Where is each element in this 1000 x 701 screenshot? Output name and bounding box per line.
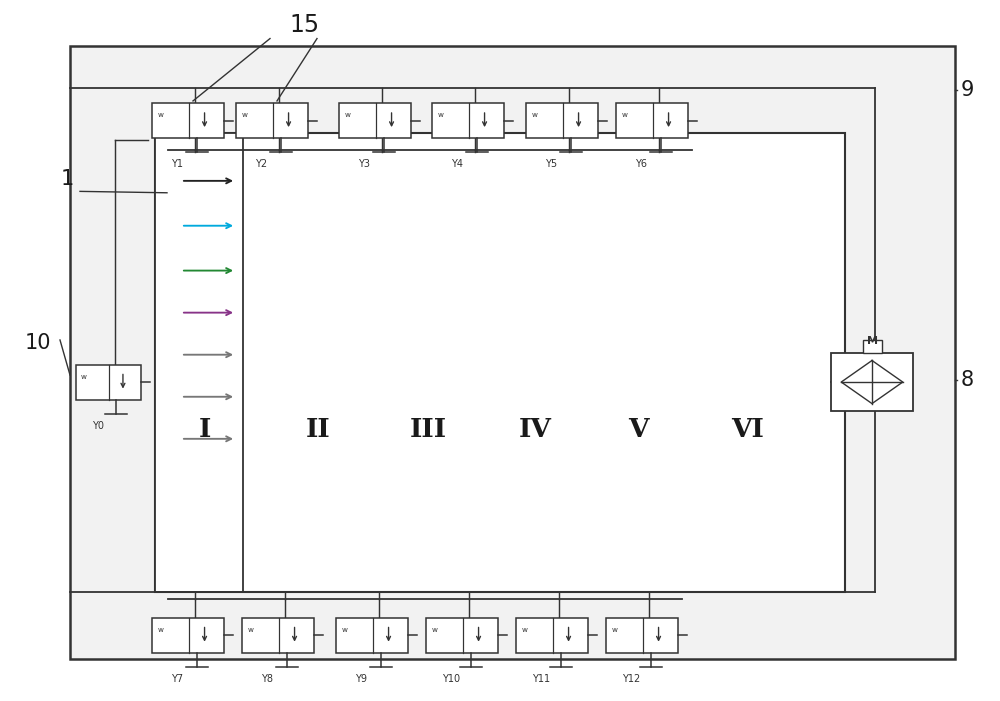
- Bar: [516, 618, 588, 653]
- Bar: [426, 618, 498, 653]
- Text: w: w: [345, 112, 351, 118]
- Text: w: w: [612, 627, 618, 633]
- Bar: [606, 618, 678, 653]
- Text: Y9: Y9: [355, 674, 367, 683]
- Text: w: w: [81, 374, 87, 380]
- Text: Y6: Y6: [635, 159, 647, 169]
- Bar: [526, 103, 598, 138]
- Text: III: III: [409, 416, 447, 442]
- Bar: [155, 133, 845, 592]
- Text: Y0: Y0: [92, 421, 104, 430]
- Text: Y10: Y10: [442, 674, 460, 683]
- Text: w: w: [248, 627, 254, 633]
- Text: 8: 8: [960, 370, 974, 390]
- Bar: [616, 103, 688, 138]
- Text: w: w: [342, 627, 348, 633]
- Text: I: I: [199, 416, 211, 442]
- Text: w: w: [532, 112, 538, 118]
- Text: IV: IV: [519, 416, 551, 442]
- Text: w: w: [432, 627, 438, 633]
- Text: w: w: [438, 112, 444, 118]
- Text: w: w: [158, 627, 164, 633]
- Text: w: w: [242, 112, 248, 118]
- Text: Y8: Y8: [261, 674, 273, 683]
- Bar: [242, 618, 314, 653]
- Text: VI: VI: [732, 416, 764, 442]
- Text: w: w: [158, 112, 164, 118]
- Text: V: V: [628, 416, 648, 442]
- Text: 15: 15: [290, 13, 320, 36]
- Text: Y7: Y7: [171, 674, 183, 683]
- Text: Y5: Y5: [545, 159, 557, 169]
- Text: Y3: Y3: [358, 159, 370, 169]
- Bar: [831, 353, 913, 411]
- Bar: [70, 46, 955, 659]
- Bar: [155, 133, 243, 592]
- Text: 10: 10: [25, 334, 51, 353]
- Bar: [152, 103, 224, 138]
- Text: Y11: Y11: [532, 674, 550, 683]
- Text: w: w: [622, 112, 628, 118]
- Bar: [76, 365, 140, 400]
- Text: 9: 9: [960, 80, 974, 100]
- Text: Y2: Y2: [255, 159, 267, 169]
- Bar: [336, 618, 408, 653]
- Text: II: II: [306, 416, 330, 442]
- Bar: [432, 103, 504, 138]
- Text: 1: 1: [60, 169, 74, 189]
- Bar: [152, 618, 224, 653]
- Text: M: M: [866, 336, 878, 346]
- Text: Y12: Y12: [622, 674, 640, 683]
- Bar: [236, 103, 308, 138]
- Bar: [862, 340, 882, 353]
- Text: Y1: Y1: [171, 159, 183, 169]
- Text: w: w: [522, 627, 528, 633]
- Bar: [339, 103, 411, 138]
- Text: Y4: Y4: [451, 159, 463, 169]
